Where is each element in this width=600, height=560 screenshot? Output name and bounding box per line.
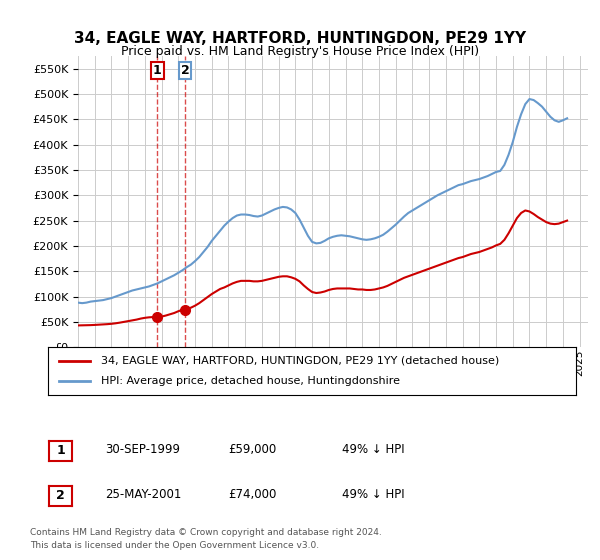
Text: Price paid vs. HM Land Registry's House Price Index (HPI): Price paid vs. HM Land Registry's House …: [121, 45, 479, 58]
Text: 25-MAY-2001: 25-MAY-2001: [105, 488, 181, 501]
Text: 2: 2: [56, 489, 65, 502]
Text: 49% ↓ HPI: 49% ↓ HPI: [342, 488, 404, 501]
Text: £59,000: £59,000: [228, 443, 276, 456]
Text: 34, EAGLE WAY, HARTFORD, HUNTINGDON, PE29 1YY (detached house): 34, EAGLE WAY, HARTFORD, HUNTINGDON, PE2…: [101, 356, 499, 366]
Text: Contains HM Land Registry data © Crown copyright and database right 2024.
This d: Contains HM Land Registry data © Crown c…: [30, 529, 382, 550]
Text: 1: 1: [56, 444, 65, 458]
Text: £74,000: £74,000: [228, 488, 277, 501]
Text: 1: 1: [153, 64, 162, 77]
Text: HPI: Average price, detached house, Huntingdonshire: HPI: Average price, detached house, Hunt…: [101, 376, 400, 386]
Text: 2: 2: [181, 64, 190, 77]
Text: 30-SEP-1999: 30-SEP-1999: [105, 443, 180, 456]
Text: 49% ↓ HPI: 49% ↓ HPI: [342, 443, 404, 456]
Text: 34, EAGLE WAY, HARTFORD, HUNTINGDON, PE29 1YY: 34, EAGLE WAY, HARTFORD, HUNTINGDON, PE2…: [74, 31, 526, 46]
